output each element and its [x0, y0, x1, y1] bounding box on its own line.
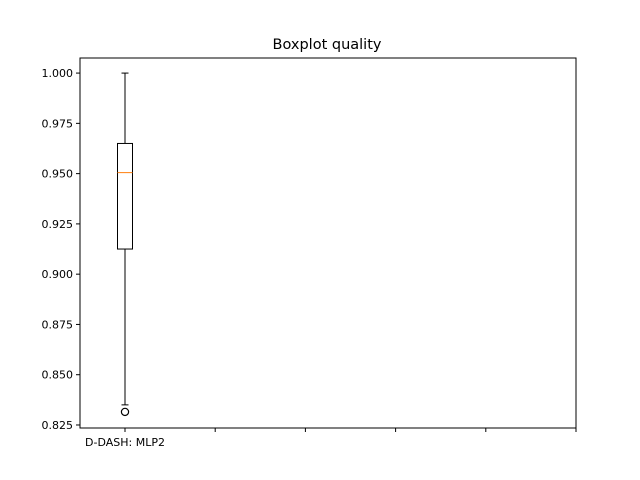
y-tick-label: 0.950 [42, 168, 74, 181]
outlier-point [120, 407, 130, 417]
chart-title: Boxplot quality [273, 37, 382, 53]
y-tick-label: 0.850 [42, 369, 74, 382]
axes-frame [79, 57, 577, 429]
y-tick-label: 0.975 [42, 117, 74, 130]
y-tick-label: 1.000 [42, 67, 74, 80]
y-tick-label: 0.875 [42, 318, 74, 331]
x-tick-label: D-DASH: MLP2 [85, 436, 165, 449]
box-iqr [117, 142, 133, 250]
plot-area: 1.000 0.975 0.950 0.925 0.900 0.875 0.850 0.825… [42, 57, 577, 449]
y-tick-label: 0.825 [42, 419, 74, 432]
y-tick-label: 0.900 [42, 268, 74, 281]
y-tick-label: 0.925 [42, 218, 74, 231]
